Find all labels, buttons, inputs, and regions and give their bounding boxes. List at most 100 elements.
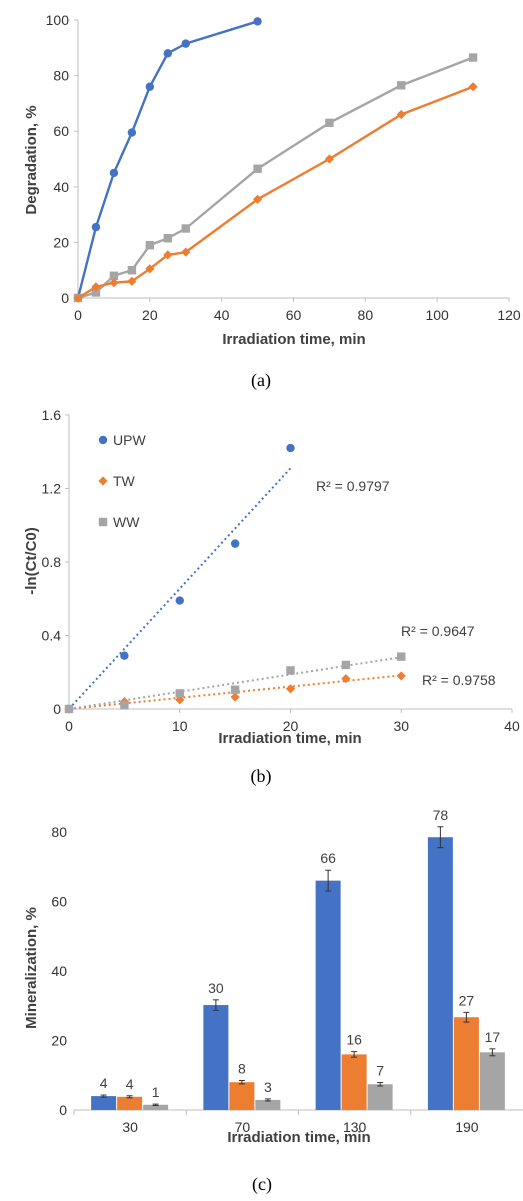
- legend-item: UPW: [98, 432, 146, 448]
- data-point: [120, 701, 129, 710]
- y-tick-label: 40: [53, 179, 69, 195]
- y-tick-label: 1.6: [42, 407, 62, 423]
- x-tick-label: 0: [74, 307, 82, 323]
- data-point: [127, 128, 137, 137]
- data-point: [253, 164, 262, 173]
- caption-c: (c): [252, 1174, 272, 1195]
- data-point: [91, 222, 101, 232]
- data-label: 66: [320, 850, 336, 866]
- data-point: [286, 666, 295, 675]
- legend-label: TW: [113, 473, 136, 489]
- x-tick-label: 100: [425, 307, 449, 323]
- y-tick-label: 0.8: [42, 554, 62, 570]
- data-point: [109, 271, 119, 280]
- data-point: [91, 288, 101, 297]
- data-point: [252, 194, 263, 204]
- y-tick-label: 80: [53, 68, 69, 84]
- data-label: 27: [459, 992, 475, 1008]
- data-point: [230, 539, 240, 548]
- legend-item: TW: [98, 473, 136, 489]
- x-tick-label: 10: [172, 718, 188, 734]
- data-point: [181, 247, 191, 257]
- y-tick-label: 20: [53, 234, 69, 250]
- x-axis-title-a: Irradiation time, min: [222, 331, 365, 348]
- data-point: [120, 651, 129, 660]
- chart-panel-a: 0 20 40 60 80 100 0 20 40 60 80 100 120 Degradation,…: [23, 12, 521, 391]
- data-point: [341, 660, 351, 670]
- legend: UPW TW WW: [98, 432, 146, 530]
- plot-area-c: 0 20 40 60 80 30 70 130 190 4 30 66 78 4 8 16 27 1 3 7 17: [51, 807, 523, 1135]
- data-label: 30: [208, 980, 224, 996]
- series-c-2: 1 3 7 17: [143, 1029, 505, 1110]
- x-axis-title-b: Irradiation time, min: [218, 730, 361, 747]
- x-tick-label: 30: [122, 1119, 138, 1135]
- data-point: [109, 168, 119, 178]
- y-tick-label: 0: [61, 290, 69, 306]
- bar: [479, 1052, 505, 1110]
- data-point: [127, 266, 137, 275]
- data-point: [64, 704, 74, 714]
- data-label: 4: [126, 1076, 134, 1092]
- data-label: 7: [376, 1063, 384, 1079]
- y-tick-label: 60: [53, 123, 69, 139]
- data-point: [468, 53, 478, 62]
- data-label: 1: [152, 1084, 160, 1100]
- x-tick-label: 60: [286, 307, 302, 323]
- series-b-tw: R² = 0.9647: [64, 623, 475, 714]
- data-point: [175, 689, 184, 698]
- x-tick-label: 130: [343, 1119, 367, 1135]
- data-point: [285, 684, 296, 694]
- y-axis-title-c: Mineralization, %: [23, 907, 40, 1029]
- data-point: [127, 276, 137, 286]
- data-label: 8: [238, 1060, 246, 1076]
- x-tick-label: 20: [283, 718, 299, 734]
- data-point: [396, 109, 406, 120]
- data-point: [325, 118, 334, 128]
- legend-marker: [98, 517, 108, 527]
- data-point: [163, 250, 173, 260]
- data-point: [341, 674, 351, 684]
- legend-item: WW: [98, 514, 140, 530]
- x-tick-label: 120: [497, 307, 521, 323]
- x-tick-label: 40: [214, 307, 230, 323]
- data-point: [145, 240, 155, 250]
- bar: [143, 1104, 169, 1110]
- bar: [91, 1096, 117, 1110]
- series-b-ww: R² = 0.9758: [64, 652, 496, 714]
- legend-marker: [98, 476, 108, 486]
- x-tick-label: 30: [393, 718, 409, 734]
- bar: [255, 1099, 281, 1110]
- data-label: 4: [100, 1075, 108, 1091]
- r-squared-label: R² = 0.9797: [316, 478, 390, 494]
- x-tick-label: 70: [235, 1119, 251, 1135]
- r-squared-label: R² = 0.9647: [401, 623, 475, 639]
- series-c-1: 4 8 16 27: [117, 992, 479, 1110]
- y-tick-label: 0.4: [42, 628, 62, 644]
- bar: [229, 1082, 255, 1110]
- x-tick-label: 20: [142, 307, 158, 323]
- caption-a: (a): [251, 370, 271, 391]
- x-tick-label: 190: [455, 1119, 479, 1135]
- bar: [341, 1054, 367, 1110]
- plot-area-b: 0 0.4 0.8 1.2 1.6 0 10 20 30 40 R² = 0.9797 R² = 0.…: [42, 407, 520, 734]
- y-tick-label: 0: [53, 701, 61, 717]
- data-point: [145, 264, 155, 274]
- y-tick-label: 40: [51, 963, 67, 979]
- data-point: [145, 82, 155, 91]
- y-tick-label: 100: [46, 12, 70, 28]
- data-point: [396, 671, 406, 681]
- legend-marker: [98, 435, 108, 445]
- trendline: [68, 467, 292, 710]
- bar: [315, 880, 341, 1110]
- data-point: [286, 443, 295, 453]
- data-point: [324, 154, 335, 164]
- data-label: 78: [433, 807, 449, 823]
- chart-panel-c: 0 20 40 60 80 30 70 130 190 4 30 66 78 4 8 16 27 1 3 7 17 Mi…: [23, 807, 523, 1195]
- data-point: [253, 17, 262, 26]
- data-label: 16: [346, 1032, 362, 1048]
- bar: [453, 1017, 479, 1110]
- caption-b: (b): [251, 766, 272, 787]
- x-tick-label: 80: [358, 307, 374, 323]
- y-axis-title-a: Degradation, %: [23, 105, 40, 214]
